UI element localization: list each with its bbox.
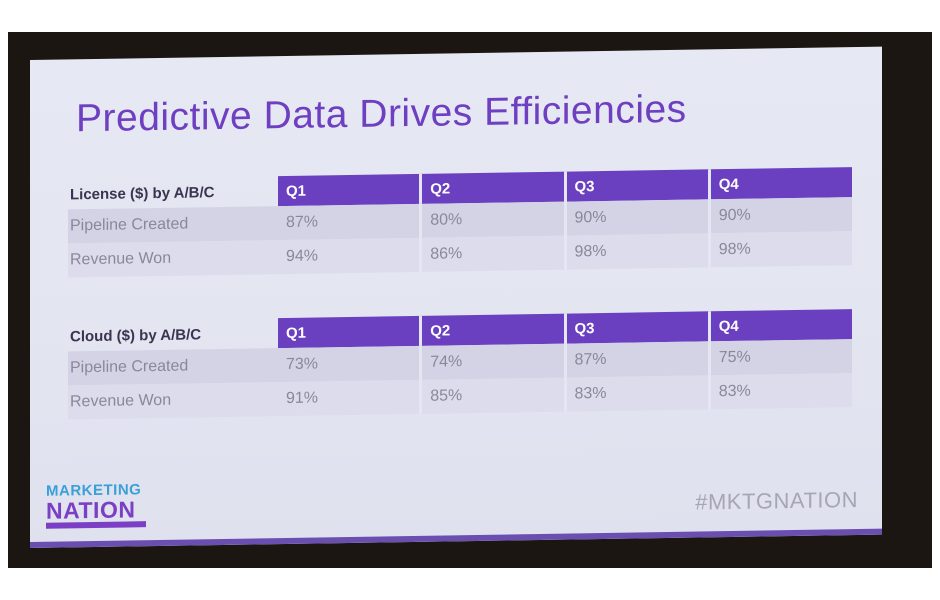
row-label: Pipeline Created xyxy=(68,206,278,244)
table-cell: 98% xyxy=(566,233,711,270)
license-table: License ($) by A/B/C Q1 Q2 Q3 Q4 Pipelin… xyxy=(68,163,852,278)
table-cell: 85% xyxy=(422,377,567,414)
table-cell: 94% xyxy=(278,237,423,275)
table-cell: 86% xyxy=(422,235,567,272)
table-cell: 87% xyxy=(278,203,423,241)
row-label: Revenue Won xyxy=(68,382,278,420)
table-cell: 83% xyxy=(710,373,852,410)
table-label: Cloud ($) by A/B/C xyxy=(70,326,202,346)
event-hashtag: #MKTGNATION xyxy=(695,486,858,515)
table-cell: 87% xyxy=(566,341,711,378)
row-label: Revenue Won xyxy=(68,240,278,278)
column-header-q1: Q1 xyxy=(278,315,423,349)
table-cell: 75% xyxy=(710,339,852,376)
column-header-q3: Q3 xyxy=(566,169,711,202)
table-cell: 80% xyxy=(422,201,567,238)
table-cell: 73% xyxy=(278,345,423,383)
row-label: Pipeline Created xyxy=(68,348,278,386)
table-cell: 90% xyxy=(710,197,852,234)
projected-slide: Predictive Data Drives Efficiencies Lice… xyxy=(30,46,882,548)
column-header-q2: Q2 xyxy=(422,171,567,204)
cloud-table: Cloud ($) by A/B/C Q1 Q2 Q3 Q4 Pipeline … xyxy=(68,305,852,420)
column-header-q2: Q2 xyxy=(422,313,567,346)
table-cell: 90% xyxy=(566,199,711,236)
table-cell: 83% xyxy=(566,375,711,412)
table-label: License ($) by A/B/C xyxy=(70,184,215,204)
column-header-q1: Q1 xyxy=(278,173,423,207)
table-cell: 91% xyxy=(278,379,423,417)
column-header-q3: Q3 xyxy=(566,311,711,344)
column-header-q4: Q4 xyxy=(710,167,852,200)
column-header-q4: Q4 xyxy=(710,309,852,342)
table-cell: 98% xyxy=(710,231,852,268)
slide-title: Predictive Data Drives Efficiencies xyxy=(76,87,687,141)
logo-line-2: NATION xyxy=(46,496,136,524)
table-cell: 74% xyxy=(422,343,567,380)
marketing-nation-logo: MARKETING NATION xyxy=(46,481,156,529)
